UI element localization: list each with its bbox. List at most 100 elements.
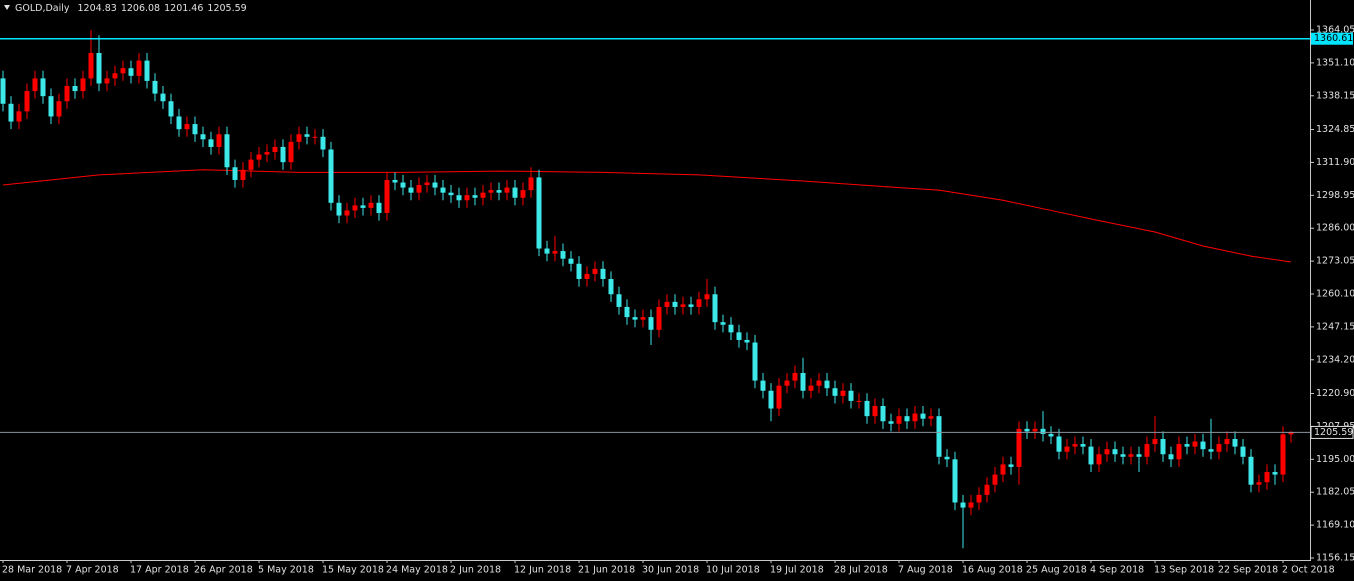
candle-body (80, 78, 86, 92)
x-tick-label: 5 May 2018 (258, 565, 314, 576)
candle-body (1080, 444, 1086, 447)
candle-body (1040, 428, 1046, 434)
candle-body (552, 251, 558, 254)
candle-body (688, 304, 694, 307)
y-tick-label: 1234.20 (1316, 354, 1354, 365)
candle-body (192, 124, 198, 135)
symbol: GOLD,Daily (15, 3, 70, 14)
candle-body (424, 182, 430, 186)
candle-body (672, 301, 678, 307)
candle-body (216, 134, 222, 147)
candle-body (512, 187, 518, 198)
candle-body (952, 459, 958, 503)
candle-body (992, 474, 998, 485)
moving-average (2, 169, 1292, 263)
candle-body (832, 388, 838, 396)
candle-body (1272, 472, 1278, 475)
candle-body (864, 400, 870, 417)
candle-body (1288, 432, 1294, 435)
x-tick-label: 12 Jun 2018 (514, 565, 571, 576)
candle-body (608, 279, 614, 295)
y-tick-label: 1311.90 (1316, 157, 1354, 168)
candle-body (576, 263, 582, 280)
candle-body (568, 258, 574, 264)
candle-body (960, 502, 966, 508)
candle-body (72, 85, 78, 92)
candle-body (880, 405, 886, 422)
candle-body (1280, 434, 1286, 475)
candle-body (712, 294, 718, 323)
menu-arrow[interactable] (4, 5, 10, 10)
x-tick-label: 28 Jul 2018 (834, 565, 888, 576)
candle-body (136, 60, 142, 76)
candle-body (1008, 464, 1014, 467)
candle-body (928, 416, 934, 419)
candle-body (128, 68, 134, 76)
x-tick-label: 10 Jul 2018 (706, 565, 760, 576)
candle-body (1128, 454, 1134, 457)
candle-body (904, 416, 910, 422)
y-tick-label: 1156.15 (1316, 552, 1354, 563)
candle-body (472, 195, 478, 198)
candle-body (648, 317, 654, 330)
candle-body (176, 116, 182, 130)
candle-body (184, 124, 190, 130)
candle-body (232, 167, 238, 180)
candle-body (616, 294, 622, 307)
x-tick-label: 13 Sep 2018 (1154, 565, 1214, 576)
candle-body (144, 60, 150, 81)
candle-body (736, 332, 742, 340)
candle-body (168, 101, 174, 117)
candle-body (312, 136, 318, 138)
candle-body (744, 339, 750, 343)
candle-body (8, 103, 14, 122)
candle-body (1216, 444, 1222, 452)
candle-body (464, 195, 470, 201)
candle-body (912, 413, 918, 422)
last-low: 1201.46 (164, 3, 203, 14)
candle-body (344, 210, 350, 216)
y-tick-label: 1364.05 (1316, 24, 1354, 35)
x-tick-label: 15 May 2018 (322, 565, 384, 576)
candle-body (120, 68, 126, 74)
candle-body (536, 177, 542, 249)
candle-body (976, 494, 982, 503)
candle-body (488, 190, 494, 193)
y-tick-label: 1338.15 (1316, 90, 1354, 101)
y-tick-label: 1286.00 (1316, 223, 1354, 234)
candle-body (1112, 449, 1118, 455)
candle-body (1088, 446, 1094, 465)
candle-body (544, 248, 550, 254)
candle-body (392, 179, 398, 183)
candle-body (456, 195, 462, 201)
candle-body (640, 317, 646, 320)
candle-body (920, 413, 926, 419)
candle-body (1000, 464, 1006, 475)
candle-body (1248, 456, 1254, 485)
candle-body (64, 85, 70, 102)
candle-body (480, 192, 486, 198)
candle-body (88, 52, 94, 79)
candle-body (1120, 454, 1126, 457)
candle-body (240, 169, 246, 180)
candle-body (296, 134, 302, 142)
candle-body (48, 96, 54, 117)
candle-body (1152, 439, 1158, 445)
x-tick-label: 21 Jun 2018 (578, 565, 635, 576)
y-tick-label: 1195.00 (1316, 454, 1354, 465)
x-tick-label: 2 Oct 2018 (1282, 565, 1335, 576)
candle-body (16, 111, 22, 122)
candle-body (824, 380, 830, 389)
x-tick-label: 26 Apr 2018 (194, 565, 253, 576)
candle-body (816, 380, 822, 386)
y-tick-label: 1247.15 (1316, 321, 1354, 332)
candle-body (1032, 428, 1038, 432)
candle-body (288, 141, 294, 163)
candle-body (416, 185, 422, 193)
candle-body (32, 78, 38, 92)
candle-body (1208, 449, 1214, 452)
candle-body (696, 299, 702, 307)
x-tick-label: 4 Sep 2018 (1090, 565, 1144, 576)
candle-body (336, 202, 342, 216)
bid-label: 1205.59 (1314, 427, 1353, 438)
